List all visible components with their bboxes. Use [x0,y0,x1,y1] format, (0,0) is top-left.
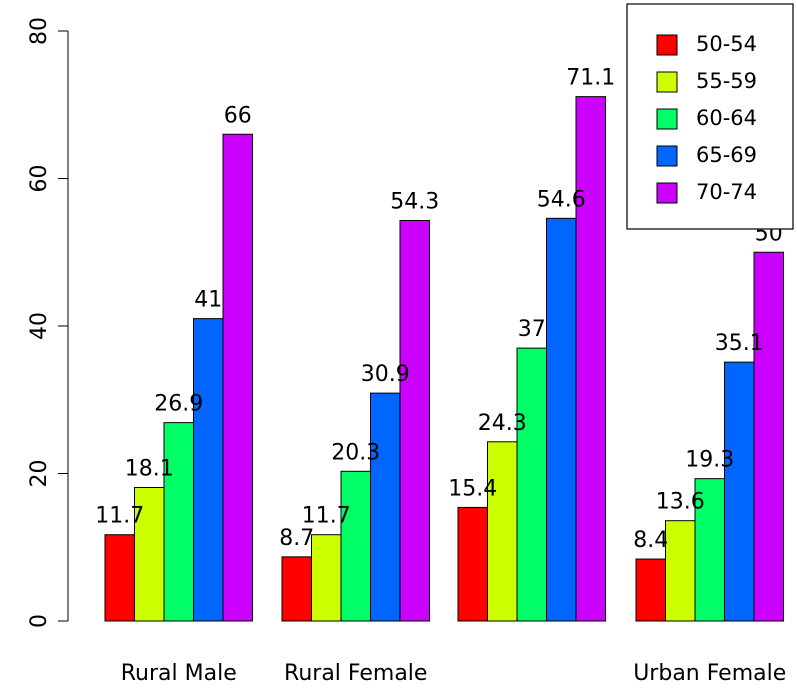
bar-data-label: 71.1 [566,66,615,91]
bar [399,220,430,622]
legend-swatch [656,182,678,204]
bar-labels: 11.718.126.941668.711.720.330.954.315.42… [95,66,782,553]
bar [457,506,488,622]
bar-data-label: 18.1 [125,457,174,482]
bar-data-label: 8.7 [279,526,314,551]
legend-swatch [656,34,678,56]
bar-data-label: 54.3 [390,190,439,215]
legend-label: 65-69 [696,143,757,167]
bar-data-label: 20.3 [331,440,380,465]
bar [724,361,755,622]
x-category-label: Urban Female [633,661,786,686]
bar [222,133,253,622]
legend-swatch [656,71,678,93]
bar-data-label: 19.3 [685,448,734,473]
bar [635,558,666,622]
y-axis: 0 20 40 60 80 [27,17,69,628]
bar [370,392,401,622]
legend-swatch [656,108,678,130]
bar [753,251,784,622]
y-tick-label: 80 [27,17,52,45]
bar-data-label: 11.7 [95,504,144,529]
bar [694,478,725,622]
bar-data-label: 66 [224,103,252,128]
bar [487,441,518,622]
bar-data-label: 37 [518,317,546,342]
x-axis-labels: Rural Male Rural Female Urban Female [121,661,787,686]
legend-label: 50-54 [696,32,757,56]
x-category-label: Rural Female [284,661,427,686]
bar [340,470,371,622]
bar-data-label: 24.3 [478,411,527,436]
bars [104,96,784,622]
bar-data-label: 41 [194,288,222,313]
bar [104,534,135,622]
bar-data-label: 35.1 [715,331,764,356]
legend-box [626,3,794,230]
bar [163,422,194,622]
bar [575,96,606,622]
bar [311,534,342,622]
y-tick-label: 60 [27,165,52,193]
bar-data-label: 26.9 [154,392,203,417]
bar-data-label: 15.4 [448,476,497,501]
bar-data-label: 11.7 [302,504,351,529]
bar [546,217,577,622]
bar [516,347,547,622]
legend-label: 70-74 [696,180,757,204]
legend-swatch [656,145,678,167]
y-tick-label: 0 [27,614,52,628]
bar [281,556,312,622]
bar-data-label: 8.4 [633,528,668,553]
bar [665,520,696,622]
bar-data-label: 54.6 [537,187,586,212]
bar [193,318,224,622]
bar-data-label: 30.9 [361,362,410,387]
legend-label: 55-59 [696,69,757,93]
legend: 50-54 55-59 60-64 65-69 70-74 [626,3,794,230]
y-tick-label: 20 [27,460,52,488]
x-category-label: Rural Male [121,661,237,686]
legend-label: 60-64 [696,106,757,130]
bar-data-label: 13.6 [656,490,705,515]
y-tick-label: 40 [27,312,52,340]
